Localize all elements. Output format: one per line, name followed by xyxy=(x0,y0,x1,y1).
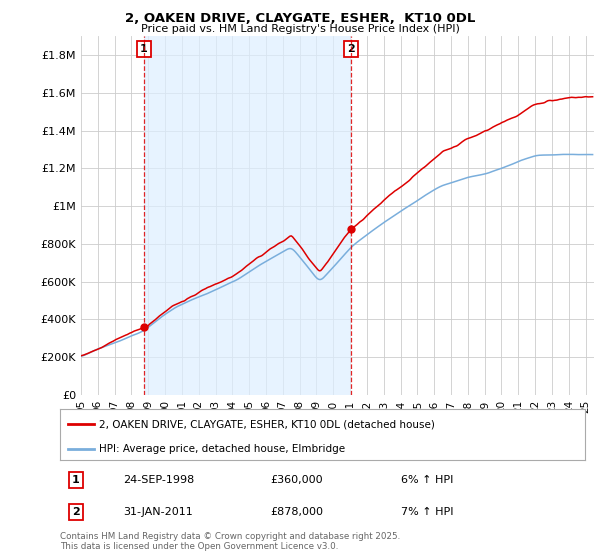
Text: 1: 1 xyxy=(72,475,80,485)
Text: 31-JAN-2011: 31-JAN-2011 xyxy=(123,507,193,517)
Text: 2, OAKEN DRIVE, CLAYGATE, ESHER,  KT10 0DL: 2, OAKEN DRIVE, CLAYGATE, ESHER, KT10 0D… xyxy=(125,12,475,25)
Text: £360,000: £360,000 xyxy=(270,475,323,485)
Text: 2: 2 xyxy=(72,507,80,517)
Text: 2: 2 xyxy=(347,44,355,54)
Text: HPI: Average price, detached house, Elmbridge: HPI: Average price, detached house, Elmb… xyxy=(100,444,346,454)
Text: 6% ↑ HPI: 6% ↑ HPI xyxy=(401,475,454,485)
Text: £878,000: £878,000 xyxy=(270,507,323,517)
Bar xyxy=(144,36,352,395)
Text: 2, OAKEN DRIVE, CLAYGATE, ESHER, KT10 0DL (detached house): 2, OAKEN DRIVE, CLAYGATE, ESHER, KT10 0D… xyxy=(100,419,435,430)
Text: Price paid vs. HM Land Registry's House Price Index (HPI): Price paid vs. HM Land Registry's House … xyxy=(140,24,460,34)
Text: 24-SEP-1998: 24-SEP-1998 xyxy=(123,475,194,485)
Text: Contains HM Land Registry data © Crown copyright and database right 2025.
This d: Contains HM Land Registry data © Crown c… xyxy=(60,532,400,552)
Text: 7% ↑ HPI: 7% ↑ HPI xyxy=(401,507,454,517)
Text: 1: 1 xyxy=(140,44,148,54)
